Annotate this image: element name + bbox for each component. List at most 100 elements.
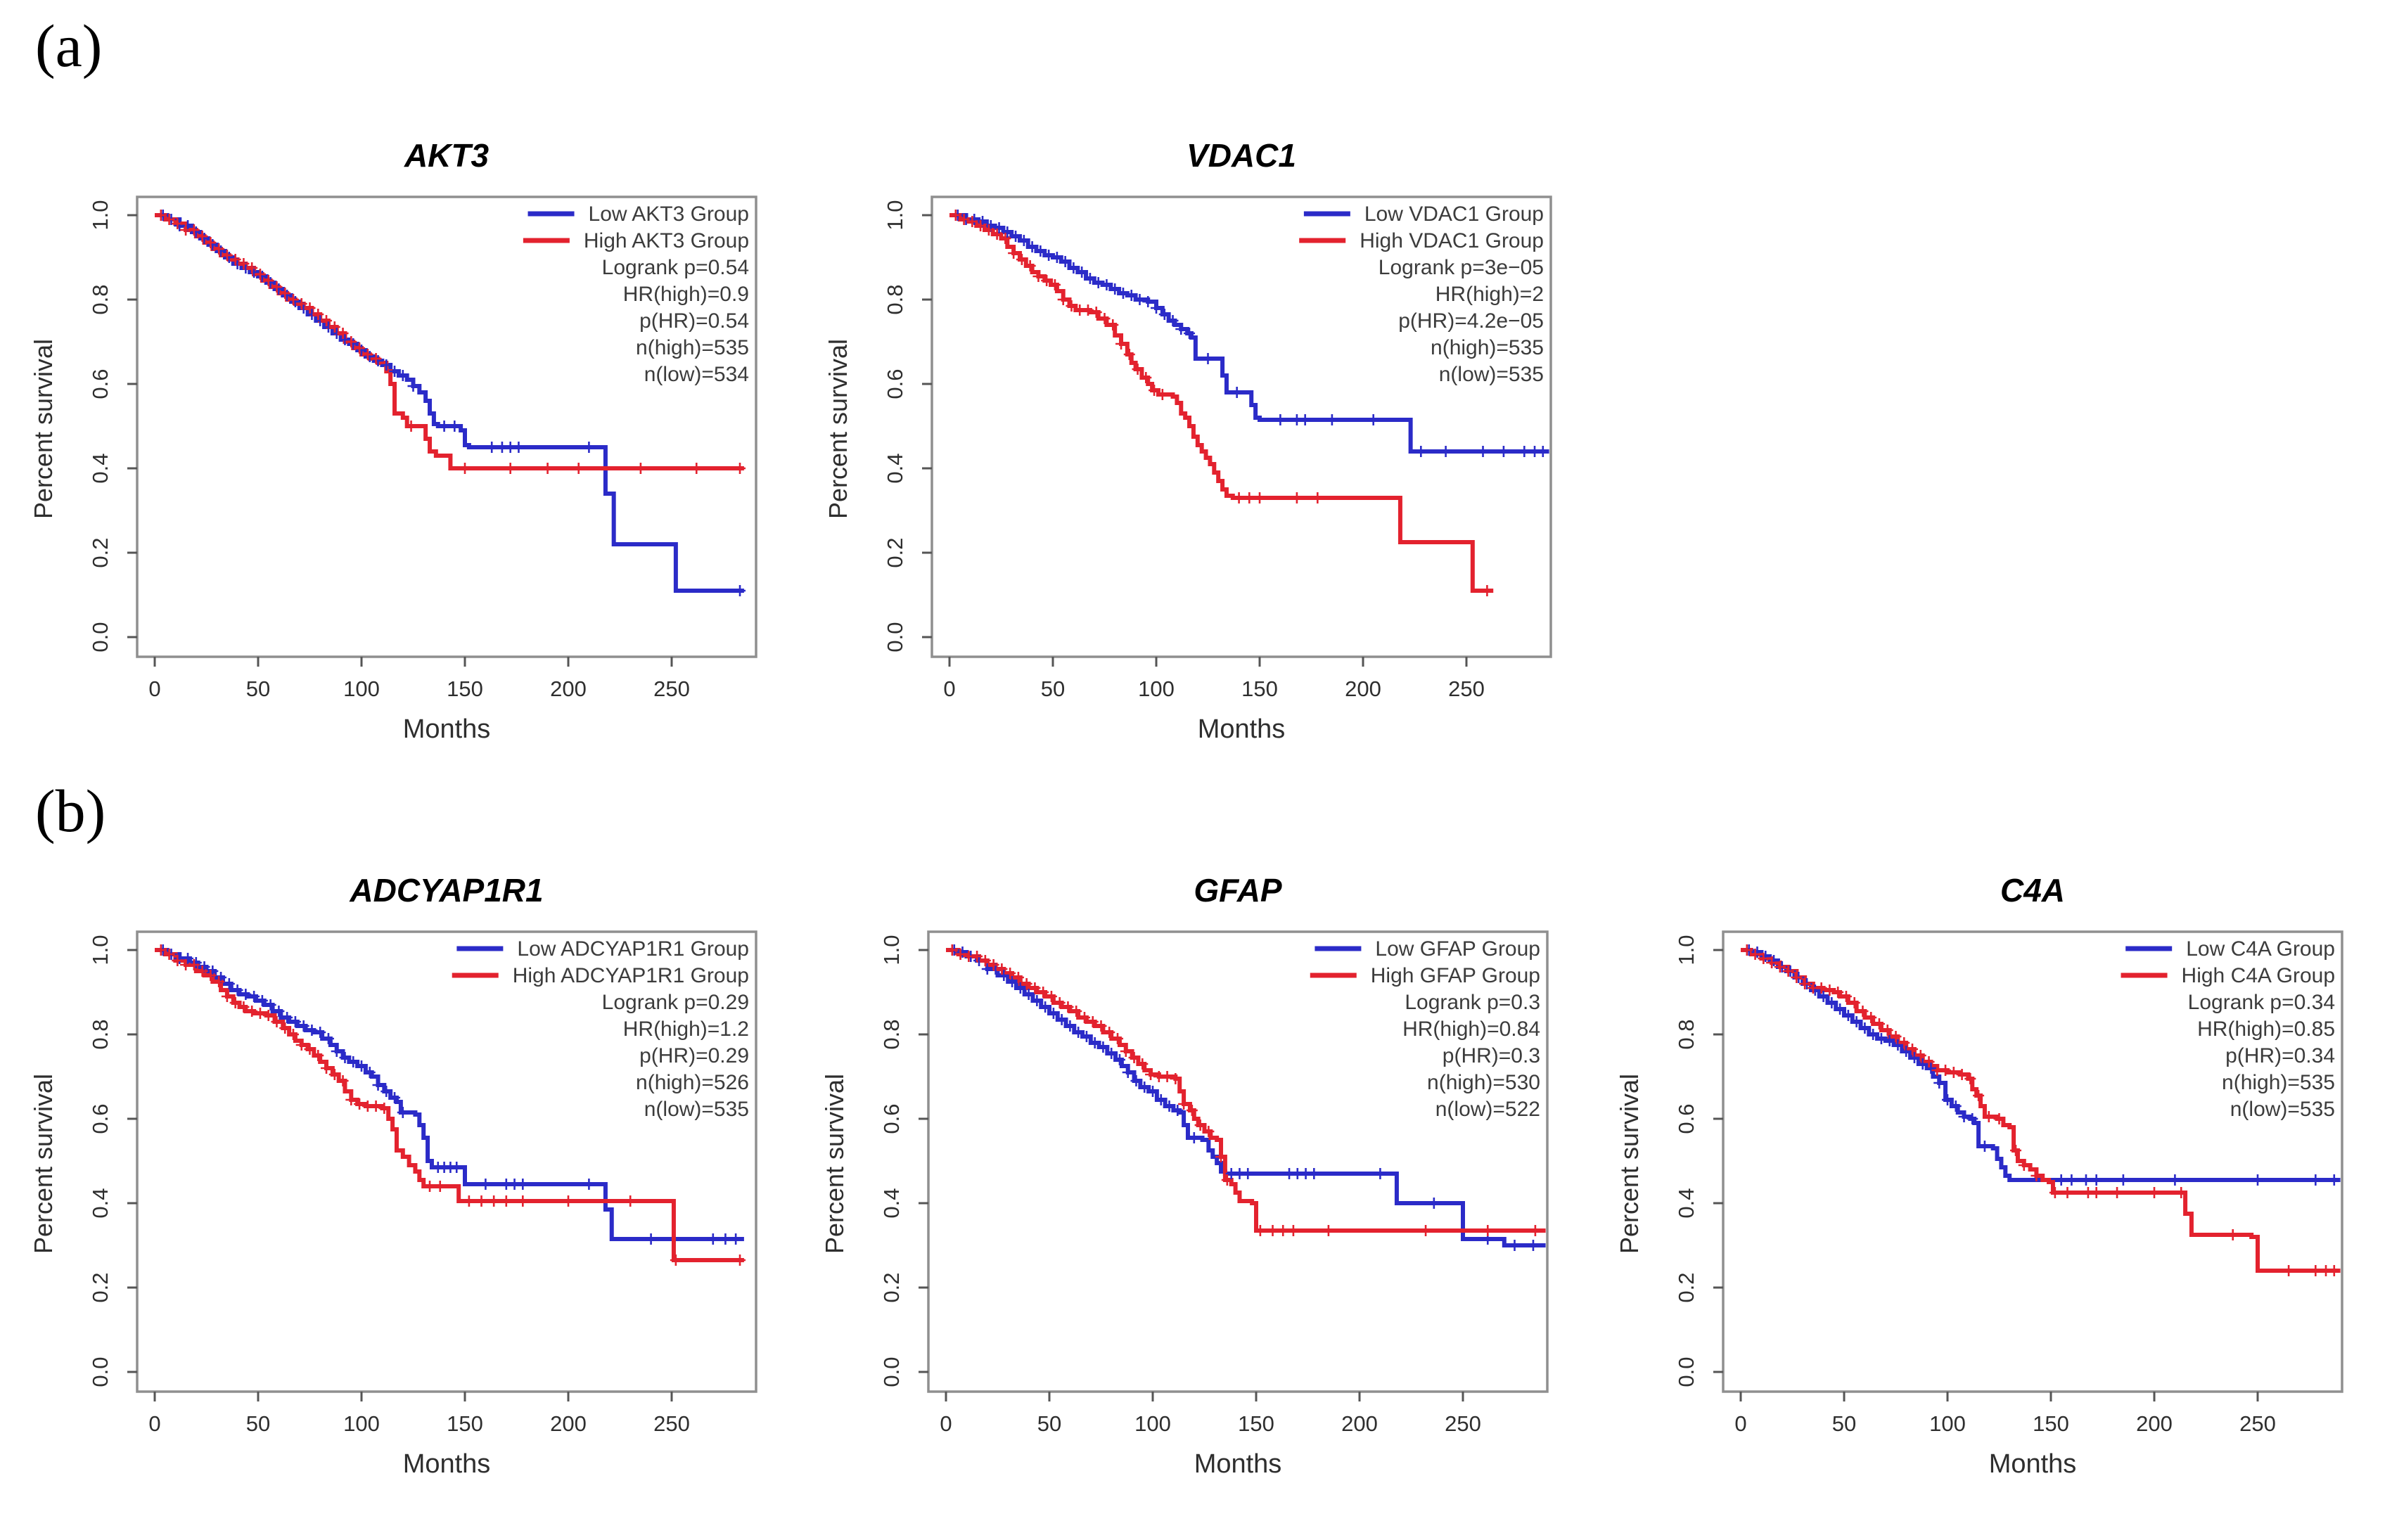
x-tick-label: 50 [246,1411,270,1436]
legend-label: Low GFAP Group [1375,937,1540,961]
stat-label: n(low)=535 [1439,363,1544,386]
y-tick-label: 0.2 [88,537,113,567]
y-tick-label: 0.8 [879,1019,904,1049]
stat-label: n(high)=535 [1431,336,1544,359]
km-plot-svg: 0 50 100 150 200 250 0.0 0.2 0.4 0.6 0.8 1.0 Low VDA… [883,195,1552,701]
stat-label: p(HR)=4.2e−05 [1398,309,1544,333]
x-tick-label: 100 [343,676,380,701]
x-tick-label: 250 [2239,1411,2276,1436]
x-tick-label: 150 [2033,1411,2069,1436]
stat-label: n(high)=535 [2222,1071,2335,1094]
x-tick-label: 100 [1138,676,1175,701]
legend-label: High ADCYAP1R1 Group [513,964,749,987]
y-tick-label: 0.6 [88,368,113,399]
y-tick-label: 0.6 [1674,1103,1699,1134]
stat-label: HR(high)=0.84 [1402,1018,1540,1041]
stat-label: HR(high)=1.2 [623,1018,749,1041]
y-tick-label: 0.8 [883,284,907,314]
km-plot-svg: 0 50 100 150 200 250 0.0 0.2 0.4 0.6 0.8 1.0 Low C4A… [1674,930,2343,1436]
x-tick-label: 250 [1448,676,1485,701]
stat-label: Logrank p=0.54 [602,256,749,279]
x-tick-label: 150 [1238,1411,1274,1436]
legend-label: High AKT3 Group [584,229,749,252]
y-tick-label: 1.0 [879,935,904,965]
stat-label: p(HR)=0.3 [1443,1044,1540,1067]
x-tick-label: 50 [1832,1411,1856,1436]
x-tick-label: 200 [1341,1411,1378,1436]
x-tick-label: 150 [447,1411,483,1436]
y-tick-label: 0.4 [879,1188,904,1218]
x-axis-label: Months [402,714,491,744]
stat-label: n(low)=535 [2230,1098,2335,1121]
legend-label: High GFAP Group [1371,964,1540,987]
y-tick-label: 0.8 [1674,1019,1699,1049]
y-tick-label: 0.2 [88,1272,113,1302]
y-tick-label: 0.2 [1674,1272,1699,1302]
y-tick-label: 0.0 [879,1356,904,1387]
y-tick-label: 0.0 [88,622,113,652]
stat-label: Logrank p=0.3 [1405,991,1540,1014]
stat-label: p(HR)=0.54 [639,309,749,333]
y-tick-label: 0.4 [88,453,113,483]
stat-label: p(HR)=0.34 [2225,1044,2335,1067]
stat-label: Logrank p=3e−05 [1379,256,1544,279]
km-chart-akt3: AKT3 Percent survival 0 50 100 150 200 250 0.0… [18,127,781,795]
legend-label: Low AKT3 Group [589,203,749,226]
y-tick-label: 1.0 [88,200,113,230]
km-plot-svg: 0 50 100 150 200 250 0.0 0.2 0.4 0.6 0.8 1.0 Low AKT… [88,195,757,701]
x-tick-label: 200 [2136,1411,2173,1436]
x-tick-label: 50 [1037,1411,1061,1436]
x-tick-label: 250 [1445,1411,1481,1436]
y-tick-label: 0.2 [879,1272,904,1302]
plot-frame [1722,930,2343,1393]
x-tick-label: 100 [343,1411,380,1436]
y-tick-label: 0.8 [88,1019,113,1049]
chart-title: VDAC1 [1187,137,1296,174]
y-tick-label: 1.0 [88,935,113,965]
legend-label: Low C4A Group [2186,937,2335,961]
km-plot-svg: 0 50 100 150 200 250 0.0 0.2 0.4 0.6 0.8 1.0 Low GFA… [879,930,1549,1436]
plot-frame [930,195,1552,658]
chart-title: ADCYAP1R1 [350,872,544,909]
x-tick-label: 50 [246,676,270,701]
legend-label: Low VDAC1 Group [1364,203,1544,226]
chart-title: AKT3 [404,137,490,174]
plot-frame [927,930,1549,1393]
km-chart-vdac1: VDAC1 Percent survival 0 50 100 150 200 250 0.… [812,127,1575,795]
x-tick-label: 200 [550,676,587,701]
stat-label: HR(high)=2 [1435,283,1544,306]
x-tick-label: 200 [1345,676,1381,701]
y-tick-label: 0.6 [879,1103,904,1134]
x-tick-label: 100 [1929,1411,1966,1436]
km-chart-c4a: C4A Percent survival 0 50 100 150 200 250 0.0 0… [1604,861,2367,1529]
stat-label: n(high)=535 [636,336,749,359]
plot-frame [136,930,757,1393]
km-curve-low [946,948,1546,1247]
stat-label: n(low)=522 [1435,1098,1540,1121]
chart-title: GFAP [1194,872,1282,909]
x-axis-label: Months [402,1449,491,1479]
km-chart-adcyap1r1: ADCYAP1R1 Percent survival 0 50 100 150 200 2… [18,861,781,1529]
x-tick-label: 150 [447,676,483,701]
x-tick-label: 150 [1241,676,1278,701]
x-axis-label: Months [1194,1449,1282,1479]
km-chart-gfap: GFAP Percent survival 0 50 100 150 200 250 0.0… [809,861,1572,1529]
x-axis-label: Months [1197,714,1286,744]
stat-label: n(high)=530 [1427,1071,1540,1094]
y-tick-label: 0.6 [88,1103,113,1134]
x-tick-label: 100 [1134,1411,1171,1436]
x-tick-label: 0 [1734,1411,1746,1436]
legend-label: High VDAC1 Group [1360,229,1544,252]
stat-label: p(HR)=0.29 [639,1044,749,1067]
y-tick-label: 0.4 [88,1188,113,1218]
panel-label-a: (a) [35,12,103,79]
y-tick-label: 1.0 [1674,935,1699,965]
x-tick-label: 200 [550,1411,587,1436]
stat-label: n(low)=535 [644,1098,749,1121]
legend-label: High C4A Group [2182,964,2335,987]
x-tick-label: 250 [653,1411,690,1436]
x-tick-label: 0 [943,676,955,701]
x-tick-label: 0 [940,1411,952,1436]
stat-label: HR(high)=0.9 [623,283,749,306]
